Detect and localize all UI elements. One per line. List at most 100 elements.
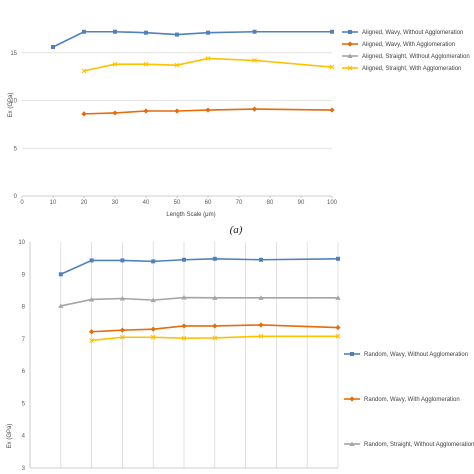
chart-a-caption: (a): [230, 224, 243, 236]
data-point: [205, 56, 211, 61]
series-line: [60, 296, 338, 307]
series-1: [51, 29, 334, 50]
data-point: [181, 294, 187, 300]
data-point: [335, 333, 341, 339]
data-point: [258, 333, 264, 339]
chart-a-axes: [21, 195, 333, 198]
chart-a-x-axis-label: Length Scale (μm): [166, 212, 215, 218]
data-point: [252, 58, 257, 63]
data-point: [119, 295, 125, 301]
data-point: [81, 111, 87, 117]
data-point: [258, 295, 264, 300]
data-point: [212, 335, 218, 341]
data-point: [51, 45, 55, 50]
y-tick-label: 8: [22, 305, 26, 311]
y-tick-label: 15: [10, 51, 17, 57]
chart-a-legend: Aligned, Wavy, Without Agglomeration Alig…: [342, 30, 470, 72]
legend-entry: Random, Wavy, With Agglomeration: [344, 396, 460, 403]
y-tick-label: 9: [22, 272, 26, 278]
x-tick-label: 70: [236, 200, 243, 206]
x-tick-label: 10: [50, 200, 57, 206]
legend-label: Random, Straight, Without Agglomeration: [364, 442, 474, 448]
chart-b: 3 4 5 6 7 8 9 10 Random, Wavy, Without Agglomer…: [7, 240, 474, 472]
legend-swatch-marker: [348, 30, 352, 34]
legend-entry: Aligned, Wavy, With Agglomeration: [342, 41, 455, 48]
x-tick-label: 40: [143, 200, 150, 206]
data-point: [336, 256, 340, 261]
data-point: [151, 259, 156, 264]
legend-entry: Random, Straight, Without Agglomeration: [344, 441, 474, 448]
data-point: [112, 110, 118, 116]
series-line: [60, 257, 339, 276]
data-point: [330, 29, 334, 34]
chart-a-y-axis-label: Ex (GPa): [8, 93, 14, 118]
data-point: [181, 323, 187, 329]
data-point: [329, 64, 335, 70]
data-point: [112, 61, 118, 67]
x-tick-label: 60: [205, 200, 212, 206]
data-point: [174, 108, 180, 114]
y-tick-label: 5: [22, 401, 26, 407]
chart-b-series: [58, 256, 341, 343]
data-point: [150, 326, 156, 332]
data-point: [119, 327, 125, 333]
data-point: [182, 257, 186, 262]
data-point: [89, 258, 94, 263]
legend-label: Aligned, Wavy, With Agglomeration: [362, 42, 455, 48]
data-point: [206, 30, 210, 35]
legend-swatch-marker: [347, 65, 353, 71]
y-tick-label: 4: [22, 434, 26, 440]
y-tick-label: 6: [22, 369, 26, 375]
series-1: [58, 256, 340, 277]
series-line: [52, 30, 332, 48]
legend-entry: Random, Wavy, Without Agglomeration: [344, 352, 468, 358]
series-2: [81, 106, 335, 117]
legend-entry: Aligned, Wavy, Without Agglomeration: [342, 30, 463, 36]
data-point: [150, 297, 156, 303]
data-point: [259, 257, 263, 262]
y-tick-label: 3: [22, 466, 26, 472]
legend-label: Random, Wavy, With Agglomeration: [364, 397, 460, 403]
data-point: [181, 335, 187, 341]
y-tick-label: 7: [22, 337, 26, 343]
data-point: [113, 29, 117, 34]
chart-a-y-tick-labels: 0 5 10 15: [10, 51, 17, 200]
series-4: [81, 56, 335, 74]
data-point: [82, 29, 86, 34]
legend-label: Aligned, Wavy, Without Agglomeration: [362, 30, 463, 36]
legend-swatch-marker: [347, 41, 353, 47]
legend-label: Random, Wavy, Without Agglomeration: [364, 352, 468, 358]
data-point: [251, 106, 258, 112]
data-point: [58, 303, 64, 308]
data-point: [89, 338, 94, 343]
legend-label: Aligned, Straight, With Agglomeration: [362, 66, 461, 72]
legend-entry: Aligned, Straight, With Agglomeration: [342, 65, 461, 72]
x-tick-label: 50: [174, 200, 181, 206]
legend-entry: Aligned, Straight, Without Agglomeration: [342, 53, 470, 60]
chart-a-x-tick-labels: 0 10 20 30 40 50 60 70 80 90 100: [20, 200, 337, 206]
chart-a-gridlines: [22, 52, 332, 149]
data-point: [89, 329, 95, 335]
series-2: [89, 322, 341, 335]
data-point: [335, 295, 341, 300]
y-tick-label: 10: [10, 99, 17, 105]
series-4: [89, 333, 341, 343]
data-point: [120, 258, 125, 263]
series-3: [58, 294, 341, 308]
y-tick-label: 5: [14, 146, 18, 152]
legend-swatch-marker: [350, 352, 354, 356]
data-point: [205, 107, 211, 113]
legend-swatch-marker: [349, 441, 355, 446]
chart-a-series: [51, 29, 335, 117]
chart-b-y-axis-label: Ex (GPa): [7, 424, 13, 449]
x-tick-label: 0: [20, 200, 24, 206]
data-point: [58, 272, 63, 277]
y-tick-label: 10: [18, 240, 25, 246]
legend-label: Aligned, Straight, Without Agglomeration: [362, 54, 470, 60]
data-point: [258, 322, 264, 328]
chart-a: 0 5 10 15 0 10 20 30 40 50 60 70 80 90 100 Aligned, W…: [8, 29, 470, 236]
x-tick-label: 80: [267, 200, 274, 206]
data-point: [252, 29, 257, 34]
data-point: [150, 334, 156, 340]
y-tick-label: 0: [14, 194, 18, 200]
